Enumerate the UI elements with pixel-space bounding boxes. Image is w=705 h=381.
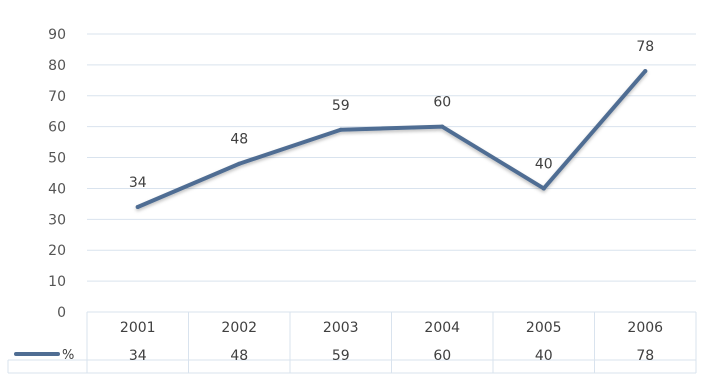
table-value-cell: 60: [433, 348, 451, 364]
table-value-cell: 78: [636, 348, 654, 364]
x-category-label: 2002: [221, 320, 257, 336]
series-point: [338, 127, 343, 132]
x-category-label: 2001: [120, 320, 156, 336]
series-point: [643, 69, 648, 74]
y-tick-label: 70: [48, 89, 66, 105]
table-value-cell: 40: [535, 348, 553, 364]
y-tick-label: 90: [48, 27, 66, 43]
series-point: [237, 161, 242, 166]
legend-series-label: %: [62, 348, 74, 363]
y-tick-label: 40: [48, 181, 66, 197]
data-label: 34: [129, 175, 147, 191]
data-table: 2001 2002 2003 2004 2005 2006 34 48 59 60 40 78%: [7, 311, 697, 374]
data-label: 40: [535, 156, 553, 172]
y-axis: 0 10 20 30 40 50 60 70 80 90: [48, 27, 66, 321]
gridlines: [87, 33, 696, 282]
x-category-label: 2003: [323, 320, 359, 336]
table-value-cell: 59: [332, 348, 350, 364]
series-point: [135, 204, 140, 209]
series-line: [135, 69, 648, 209]
series-line-group: [135, 69, 648, 209]
data-label: 60: [433, 95, 451, 111]
x-category-label: 2005: [526, 320, 562, 336]
y-tick-label: 0: [57, 305, 66, 321]
y-tick-label: 80: [48, 58, 66, 74]
y-tick-label: 30: [48, 212, 66, 228]
data-labels: 34 48 59 60 40 78: [129, 39, 654, 191]
y-tick-label: 50: [48, 151, 66, 167]
table-value-cell: 34: [129, 348, 147, 364]
data-label: 48: [230, 132, 248, 148]
series-point: [440, 124, 445, 129]
y-tick-label: 20: [48, 243, 66, 259]
y-tick-label: 10: [48, 274, 66, 290]
series-point: [541, 186, 546, 191]
x-category-label: 2004: [424, 320, 460, 336]
data-label: 59: [332, 98, 350, 114]
data-label: 78: [636, 39, 654, 55]
y-tick-label: 60: [48, 120, 66, 136]
x-category-label: 2006: [627, 320, 663, 336]
table-value-cell: 48: [230, 348, 248, 364]
